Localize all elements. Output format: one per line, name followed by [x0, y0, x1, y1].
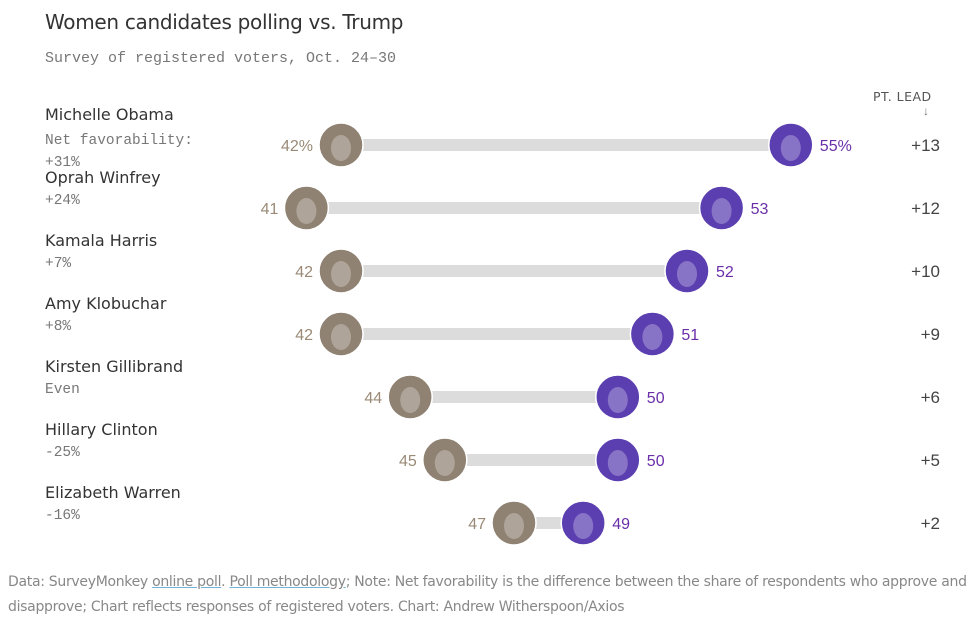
trump-avatar-icon-face [296, 198, 317, 224]
trump-avatar-icon-face [331, 324, 351, 350]
range-bar [306, 202, 722, 214]
candidate-avatar-icon [629, 311, 676, 357]
candidate-name: Elizabeth Warren [45, 483, 181, 502]
candidate-name: Hillary Clinton [45, 420, 158, 439]
net-favorability: -25% [45, 445, 80, 461]
trump-value-label: 45 [399, 453, 417, 470]
point-lead-value: +9 [921, 325, 940, 344]
point-lead-value: +12 [911, 199, 940, 218]
candidate-value-label: 49 [612, 516, 630, 533]
range-bar [410, 391, 618, 403]
range-bar [341, 265, 687, 277]
point-lead-value: +2 [921, 514, 940, 533]
trump-avatar-icon [387, 374, 433, 420]
candidate-value-label: 55% [820, 138, 852, 155]
footer-rest: ; Note: Net favorability is the differen… [8, 574, 967, 615]
candidate-name: Amy Klobuchar [45, 294, 167, 313]
point-lead-value: +5 [921, 451, 940, 470]
candidate-name: Michelle Obama [45, 105, 174, 124]
candidate-name: Kirsten Gillibrand [45, 357, 184, 376]
chart-subtitle: Survey of registered voters, Oct. 24–30 [45, 50, 397, 67]
down-arrow-icon: ↓ [923, 104, 929, 118]
online-poll-link[interactable]: online poll [152, 574, 222, 590]
footer-sep: . [221, 574, 230, 590]
trump-avatar-icon-face [400, 387, 421, 413]
candidate-value-label: 53 [751, 201, 769, 218]
trump-value-label: 42 [295, 264, 313, 281]
candidate-avatar-icon [595, 374, 641, 420]
trump-avatar-icon [318, 248, 364, 294]
candidate-avatar-icon [595, 437, 641, 483]
candidate-value-label: 52 [716, 264, 734, 281]
trump-avatar-icon-face [331, 261, 351, 287]
point-lead-value: +10 [911, 262, 940, 281]
candidate-avatar-icon-face [677, 261, 697, 287]
net-favorability: Net favorability: +31% [45, 133, 193, 171]
candidate-avatar-icon-face [573, 513, 594, 539]
candidate-avatar-icon-face [607, 387, 628, 413]
candidate-avatar-icon-face [607, 450, 628, 476]
candidate-avatar-icon-face [642, 324, 663, 350]
net-favorability: -16% [45, 508, 80, 524]
candidate-value-label: 51 [681, 327, 699, 344]
trump-avatar-icon [491, 500, 537, 546]
footer-note: Data: SurveyMonkey online poll. Poll met… [8, 570, 973, 620]
trump-value-label: 47 [468, 516, 486, 533]
candidate-value-label: 50 [647, 453, 665, 470]
dumbbell-chart: 42% 55% +13 41 53 +12 42 52 +10 42 51 +9 44 50 +6 45 50 +… [261, 122, 940, 546]
trump-avatar-icon-face [434, 450, 455, 476]
footer-prefix: Data: SurveyMonkey [8, 574, 153, 590]
lead-column-header: PT. LEAD [873, 89, 932, 104]
net-favorability: +8% [45, 319, 72, 335]
candidate-name: Oprah Winfrey [45, 168, 161, 187]
trump-avatar-icon [283, 185, 330, 231]
net-favorability: +7% [45, 256, 72, 272]
trump-value-label: 44 [364, 390, 382, 407]
candidate-avatar-icon [768, 122, 814, 168]
candidate-value-label: 50 [647, 390, 665, 407]
trump-avatar-icon [318, 122, 364, 168]
candidate-name: Kamala Harris [45, 231, 158, 250]
trump-avatar-icon-face [504, 513, 524, 539]
candidate-avatar-icon [664, 248, 710, 294]
poll-methodology-link[interactable]: Poll methodology [229, 574, 346, 590]
trump-avatar-icon [422, 437, 468, 483]
point-lead-value: +13 [911, 136, 940, 155]
trump-avatar-icon [318, 311, 364, 357]
trump-avatar-icon-face [331, 135, 351, 161]
point-lead-value: +6 [921, 388, 940, 407]
range-bar [341, 328, 653, 340]
chart-title: Women candidates polling vs. Trump [45, 10, 404, 34]
candidate-avatar-icon [698, 185, 745, 231]
range-bar [444, 454, 618, 466]
range-bar [341, 139, 791, 151]
trump-value-label: 42% [281, 138, 313, 155]
net-favorability: +24% [45, 193, 80, 209]
trump-value-label: 41 [261, 201, 279, 218]
net-favorability: Even [45, 382, 80, 398]
candidate-avatar-icon-face [780, 135, 801, 161]
candidate-avatar-icon [560, 500, 606, 546]
trump-value-label: 42 [295, 327, 313, 344]
candidate-avatar-icon-face [711, 198, 732, 224]
